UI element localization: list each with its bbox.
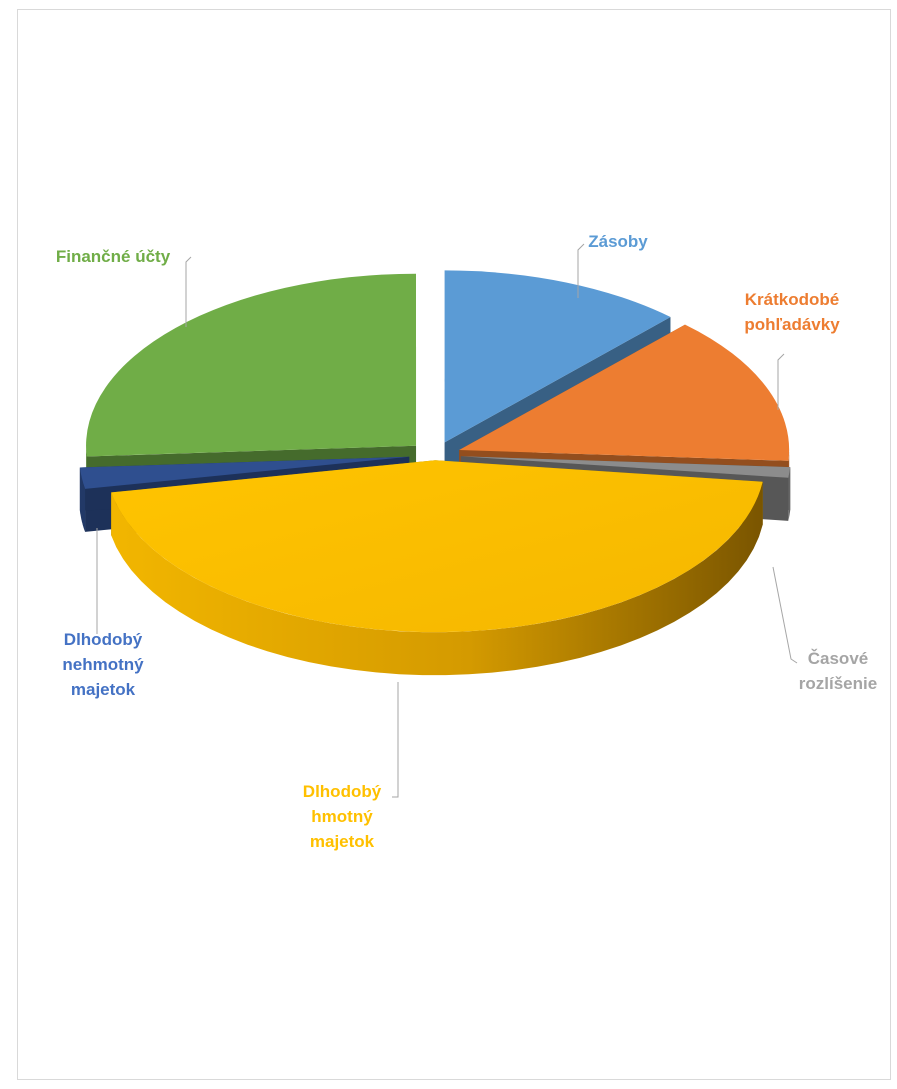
slice-side [788, 467, 791, 521]
leader-lines [96, 243, 798, 798]
slice-top [459, 324, 790, 461]
slice-side [79, 467, 86, 532]
slice-top [444, 270, 671, 443]
slice-top [460, 456, 791, 478]
slice-top [86, 273, 417, 457]
slice-label-4: Dlhodobý nehmotný majetok [62, 630, 144, 699]
slice-label-2: Časové rozlíšenie [799, 649, 877, 693]
slice-labels: Zásoby Krátkodobé pohľadávky Časové rozlíšen… [56, 232, 877, 851]
slice-label-0: Zásoby [588, 232, 648, 251]
slice-top [111, 460, 763, 633]
leader-line-2 [772, 566, 798, 664]
leader-line-0 [577, 243, 585, 298]
pie-slices [79, 270, 791, 676]
leader-line-5 [185, 256, 192, 327]
leader-line-3 [392, 682, 399, 798]
slice-top [79, 456, 410, 489]
leader-line-1 [777, 353, 785, 410]
slice-label-3: Dlhodobý hmotný majetok [303, 782, 382, 851]
slice-side [111, 481, 763, 676]
pie-slice-3 [111, 460, 763, 676]
slice-label-1: Krátkodobé pohľadávky [744, 290, 840, 334]
slice-label-5: Finančné účty [56, 247, 171, 266]
chart-frame [17, 9, 891, 1080]
